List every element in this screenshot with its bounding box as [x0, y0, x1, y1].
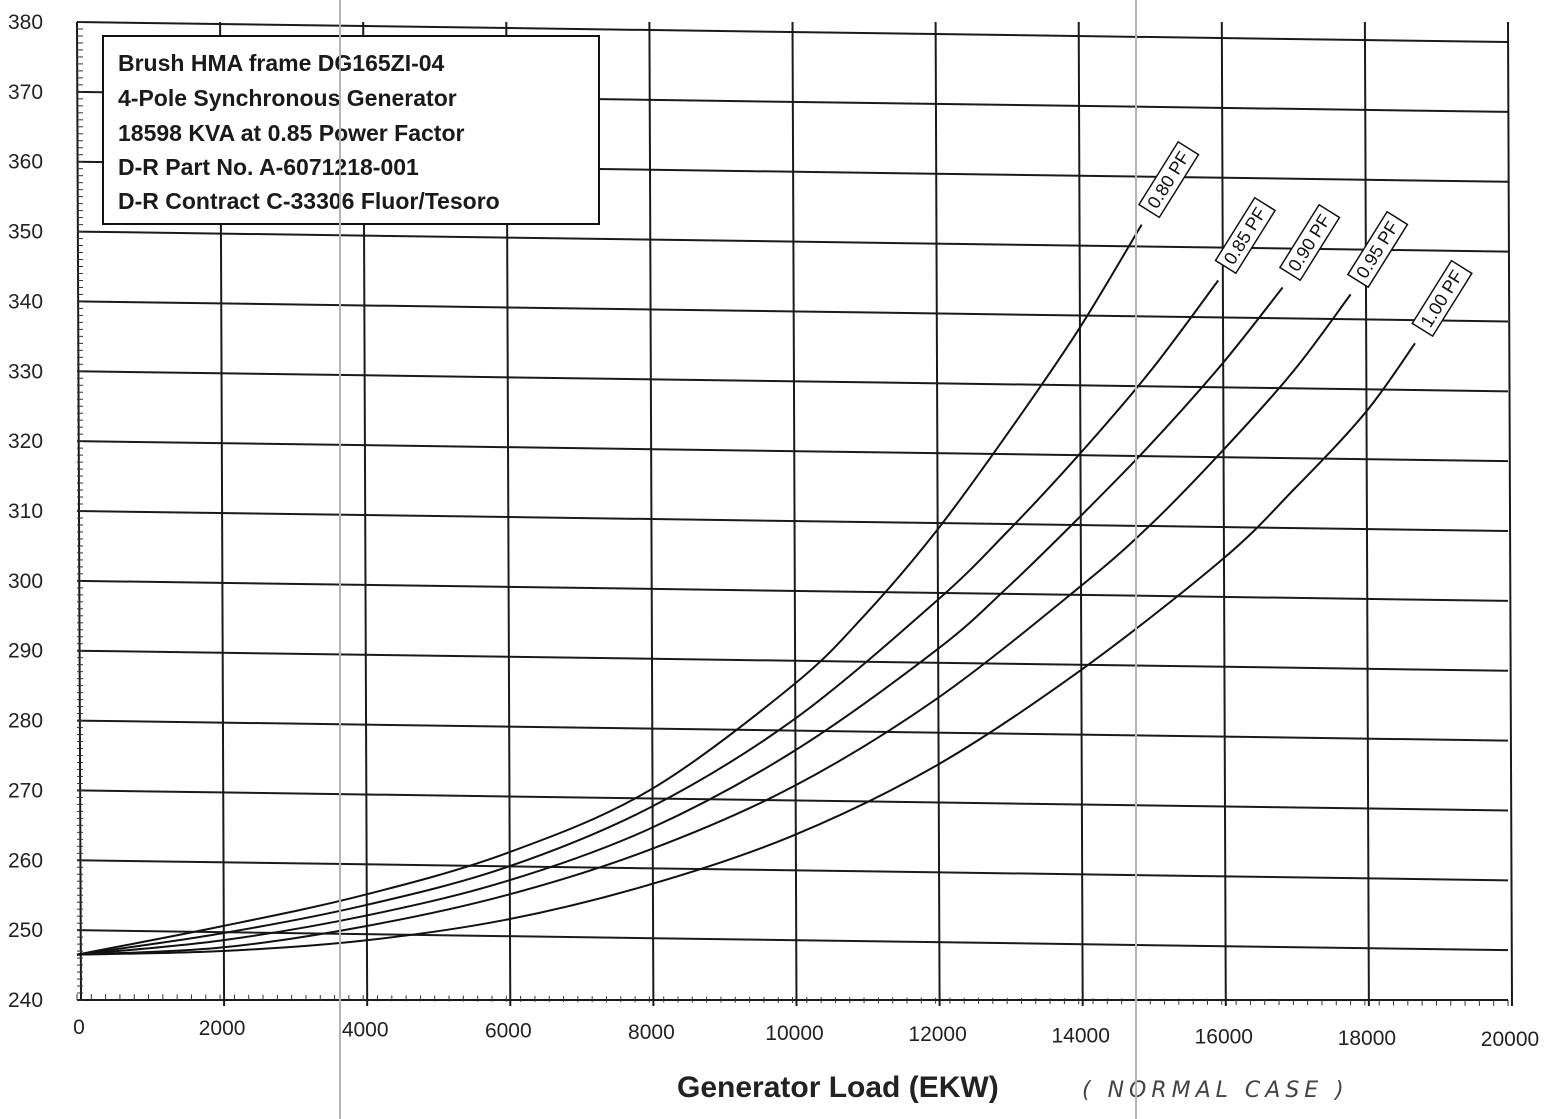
- x-axis-handwritten-note: ( NORMAL CASE ): [1082, 1078, 1349, 1103]
- series-label: 0.85 PF: [1214, 196, 1277, 275]
- y-tick-label: 330: [8, 360, 43, 383]
- info-line-4: D-R Part No. A-6071218-001: [118, 154, 419, 180]
- x-tick-labels: 0 2000 4000 6000 8000 10000 12000 14000 16000 180…: [73, 1016, 1539, 1051]
- info-box: Brush HMA frame DG165ZI-04 4-Pole Synchr…: [102, 35, 600, 225]
- info-line-1: Brush HMA frame DG165ZI-04: [118, 50, 445, 76]
- y-gridline: [76, 859, 1509, 882]
- grid: [76, 21, 1513, 1007]
- x-axis-label: Generator Load (EKW): [677, 1071, 999, 1104]
- series-line: [76, 293, 1352, 956]
- series-label-box: [1346, 210, 1409, 289]
- x-tick-label: 18000: [1338, 1027, 1396, 1050]
- series-labels: 0.80 PF0.85 PF 0.90 PF 0.95 PF1.00 PF: [1137, 140, 1473, 338]
- y-tick-label: 310: [8, 500, 43, 523]
- x-gridline: [1507, 21, 1513, 1007]
- y-tick-label: 350: [8, 221, 43, 244]
- y-tick-label: 360: [8, 151, 43, 174]
- x-gridline: [1077, 21, 1084, 1007]
- y-tick-label: 300: [8, 570, 43, 593]
- x-gridline: [1363, 21, 1370, 1007]
- info-box-frame: [102, 35, 600, 225]
- y-gridline: [76, 370, 1509, 393]
- series-curves: [76, 224, 1416, 956]
- x-tick-label: 20000: [1481, 1028, 1539, 1051]
- y-tick-label: 270: [8, 779, 43, 802]
- series-line: [76, 224, 1143, 956]
- x-gridline: [791, 21, 798, 1007]
- series-label-box: [1278, 203, 1341, 282]
- y-tick-label: 280: [8, 710, 43, 733]
- series-label-box: [1214, 196, 1277, 275]
- y-tick-label: 260: [8, 849, 43, 872]
- series-label-box: [1137, 140, 1200, 219]
- y-gridline: [76, 300, 1509, 323]
- x-tick-label: 14000: [1051, 1024, 1109, 1047]
- x-gridline: [648, 21, 655, 1007]
- series-label: 1.00 PF: [1411, 259, 1473, 338]
- x-gridline: [934, 21, 941, 1007]
- x-tick-label: 4000: [342, 1018, 389, 1041]
- x-tick-label: 16000: [1195, 1026, 1253, 1049]
- series-line: [76, 342, 1416, 956]
- x-tick-label: 6000: [485, 1020, 532, 1043]
- y-gridline: [76, 929, 1509, 952]
- y-gridline: [76, 789, 1509, 812]
- y-gridline: [76, 440, 1509, 463]
- x-tick-label: 12000: [908, 1023, 966, 1046]
- info-line-2: 4-Pole Synchronous Generator: [118, 85, 457, 111]
- y-tick-label: 340: [8, 290, 43, 313]
- info-line-3: 18598 KVA at 0.85 Power Factor: [118, 120, 464, 146]
- y-gridline: [76, 649, 1509, 672]
- y-gridline: [76, 719, 1509, 742]
- info-line-5: D-R Contract C-33306 Fluor/Tesoro: [118, 188, 500, 214]
- y-tick-labels: 240 250 260 270 280 290 300 310 320 330 340 350 360 3…: [8, 11, 43, 1012]
- y-tick-label: 380: [8, 11, 43, 34]
- y-gridline: [76, 579, 1509, 602]
- series-line: [76, 279, 1220, 956]
- series-label: 0.80 PF: [1137, 140, 1200, 219]
- y-tick-label: 290: [8, 640, 43, 663]
- x-tick-label: 0: [73, 1016, 85, 1039]
- series-label-box: [1411, 259, 1473, 338]
- y-gridline: [76, 510, 1509, 533]
- y-tick-label: 250: [8, 919, 43, 942]
- x-tick-label: 10000: [765, 1022, 823, 1045]
- series-label: 0.90 PF: [1278, 203, 1341, 282]
- y-tick-label: 370: [8, 81, 43, 104]
- x-tick-label: 2000: [199, 1017, 246, 1040]
- x-gridline: [1220, 21, 1227, 1007]
- y-tick-label: 240: [8, 989, 43, 1012]
- series-line: [76, 286, 1284, 956]
- x-tick-label: 8000: [628, 1021, 675, 1044]
- y-tick-label: 320: [8, 430, 43, 453]
